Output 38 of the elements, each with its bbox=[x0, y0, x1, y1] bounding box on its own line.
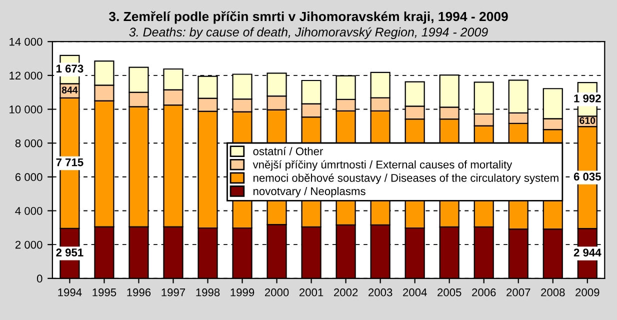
y-tick-label: 10 000 bbox=[10, 106, 42, 114]
x-tick-label: 2006 bbox=[472, 288, 496, 296]
x-tick-label: 2000 bbox=[264, 288, 289, 296]
y-tick-label: 14 000 bbox=[10, 38, 42, 46]
y-tick-label: 6 000 bbox=[15, 173, 42, 182]
x-tick-label: 1995 bbox=[92, 288, 116, 296]
x-tick-label: 1998 bbox=[196, 288, 220, 296]
legend-label: vnější příčiny úmrtnosti / External causes of mortality bbox=[252, 160, 512, 171]
y-tick-label: 2 000 bbox=[15, 240, 42, 249]
data-label: 610 bbox=[580, 117, 596, 124]
y-tick-label: 0 bbox=[36, 274, 42, 283]
chart-title: 3. Zemřelí podle příčin smrti v Jihomoravském kraji, 1994 - 2009 bbox=[108, 11, 508, 24]
x-tick-label: 1994 bbox=[58, 288, 82, 296]
x-tick-label: 1997 bbox=[162, 288, 186, 296]
x-tick-label: 2009 bbox=[576, 288, 600, 296]
legend-label: nemoci oběhové soustavy / Diseases of the circulatory system bbox=[254, 174, 558, 184]
x-tick-label: 2003 bbox=[368, 288, 392, 296]
x-tick-label: 2008 bbox=[541, 288, 565, 296]
x-tick-label: 2001 bbox=[299, 288, 324, 296]
legend-label: ostatní / Other bbox=[253, 146, 324, 156]
data-label: 1 992 bbox=[574, 94, 601, 102]
data-label: 6 035 bbox=[574, 172, 601, 181]
y-tick-label: 4 000 bbox=[15, 207, 42, 215]
data-label: 2 951 bbox=[56, 248, 84, 256]
data-label: 1 673 bbox=[56, 64, 84, 73]
x-tick-label: 1999 bbox=[230, 288, 254, 296]
x-tick-label: 1996 bbox=[127, 288, 151, 296]
x-tick-label: 2004 bbox=[403, 288, 427, 296]
data-label: 844 bbox=[62, 86, 78, 94]
x-tick-label: 2005 bbox=[438, 288, 462, 296]
data-label: 2 944 bbox=[574, 248, 602, 256]
data-label: 7 715 bbox=[56, 158, 84, 166]
y-tick-label: 8 000 bbox=[15, 139, 42, 148]
chart-subtitle: 3. Deaths: by cause of death, Jihomoravský Region, 1994 - 2009 bbox=[129, 27, 488, 39]
x-tick-label: 2002 bbox=[334, 288, 358, 296]
x-tick-label: 2007 bbox=[506, 288, 530, 296]
legend-label: novotvary / Neoplasms bbox=[254, 186, 366, 198]
y-tick-label: 12 000 bbox=[10, 72, 42, 80]
